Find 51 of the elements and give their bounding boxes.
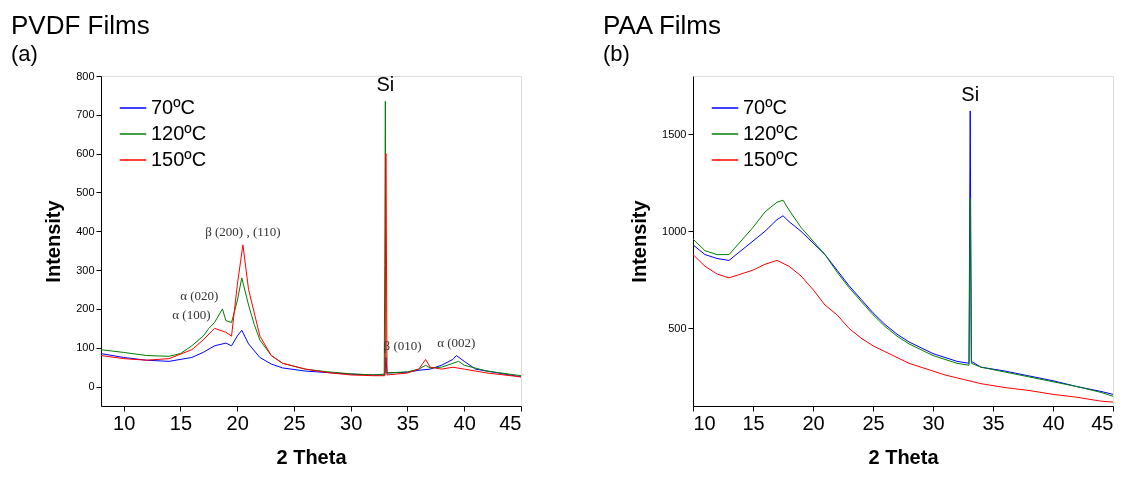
annotation: α (002) bbox=[437, 334, 476, 350]
text: (b) bbox=[603, 41, 630, 66]
y-tick-label: 200 bbox=[76, 302, 95, 315]
x-tick-label: 10 bbox=[113, 411, 136, 434]
x-tick-label: 45 bbox=[499, 411, 522, 434]
y-axis-title: Intensity bbox=[628, 199, 651, 283]
legend-label: 150ºC bbox=[743, 148, 799, 170]
y-tick-label: 0 bbox=[88, 380, 95, 393]
y-tick-label: 400 bbox=[76, 224, 95, 237]
y-tick-label: 500 bbox=[76, 185, 95, 198]
x-tick-label: 35 bbox=[396, 411, 420, 434]
legend-label: 150ºC bbox=[151, 148, 207, 170]
x-tick-label: 25 bbox=[283, 411, 306, 434]
y-axis-title: Intensity bbox=[42, 199, 65, 283]
line-series bbox=[693, 197, 1113, 397]
x-tick-label: 30 bbox=[340, 411, 363, 434]
x-tick-label: 20 bbox=[802, 411, 825, 434]
y-tick-label: 600 bbox=[76, 147, 95, 160]
chart-title: PAA Films bbox=[603, 10, 721, 40]
y-tick-label: 800 bbox=[76, 69, 95, 82]
y-tick-label: 300 bbox=[76, 263, 95, 276]
annotation: α (020) bbox=[180, 287, 219, 303]
x-tick-label: 15 bbox=[742, 411, 765, 434]
x-axis-title: 2 Theta bbox=[868, 445, 940, 468]
x-tick-label: 20 bbox=[226, 411, 249, 434]
y-tick-label: 500 bbox=[668, 321, 687, 334]
line-series bbox=[101, 153, 521, 378]
legend-label: 70ºC bbox=[151, 96, 195, 118]
x-tick-label: 25 bbox=[862, 411, 885, 434]
x-tick-label: 30 bbox=[922, 411, 945, 434]
x-tick-label: 35 bbox=[982, 411, 1005, 434]
x-tick-label: 40 bbox=[453, 411, 476, 434]
x-tick-label: 10 bbox=[693, 411, 716, 434]
y-tick-label: 1500 bbox=[662, 127, 687, 140]
annotation: Si bbox=[376, 73, 395, 96]
x-tick-label: 40 bbox=[1042, 411, 1065, 434]
line-series bbox=[693, 254, 1113, 403]
annotation: β (200) , (110) bbox=[205, 223, 281, 239]
annotation: Si bbox=[961, 82, 980, 105]
x-tick-label: 15 bbox=[169, 411, 193, 434]
annotation: α (100) bbox=[172, 307, 211, 323]
y-tick-label: 100 bbox=[76, 341, 95, 354]
legend-label: 120ºC bbox=[743, 122, 799, 144]
x-tick-label: 45 bbox=[1091, 411, 1114, 434]
y-tick-label: 700 bbox=[76, 108, 95, 121]
text: (a) bbox=[11, 41, 38, 66]
x-axis-title: 2 Theta bbox=[276, 445, 348, 468]
legend-label: 70ºC bbox=[743, 96, 787, 118]
legend-label: 120ºC bbox=[151, 122, 207, 144]
chart-title: PVDF Films bbox=[11, 10, 150, 40]
y-tick-label: 1000 bbox=[662, 224, 687, 237]
